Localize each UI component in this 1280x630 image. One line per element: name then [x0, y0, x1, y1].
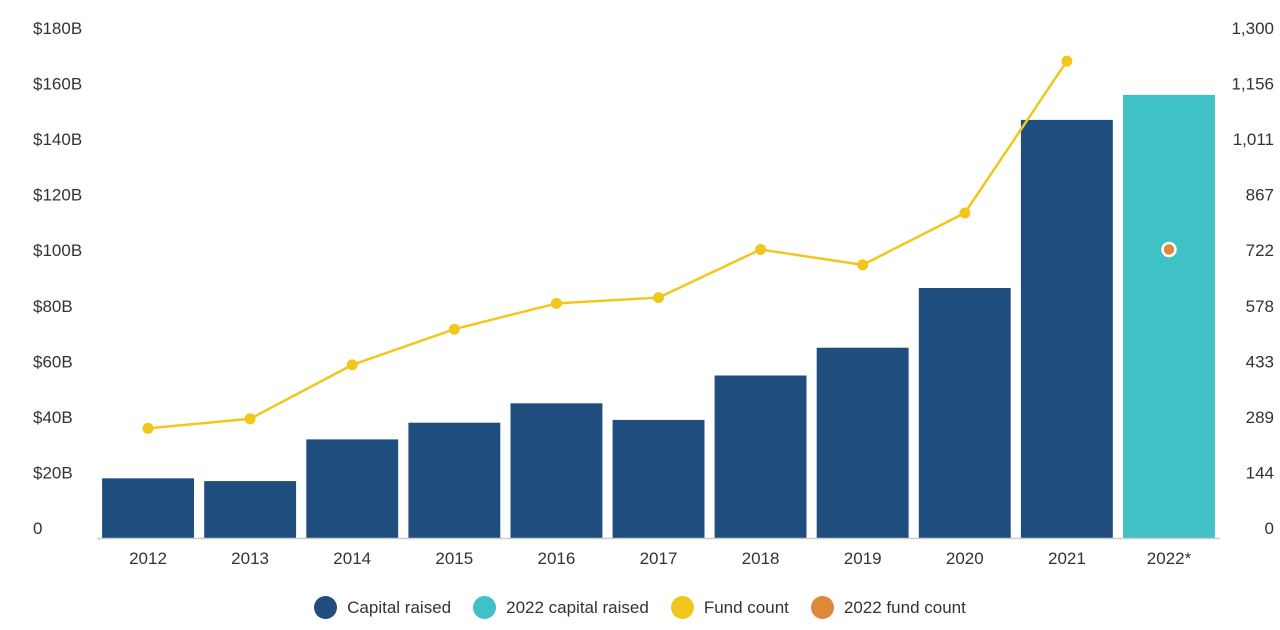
x-tick-label-2013: 2013	[231, 549, 269, 568]
y-right-tick-label: 1,300	[1231, 19, 1274, 38]
bar-2021	[1020, 119, 1113, 539]
bars-layer	[102, 94, 1215, 539]
x-tick-label-2021: 2021	[1048, 549, 1086, 568]
bar-2022*	[1123, 94, 1215, 539]
legend: Capital raised 2022 capital raised Fund co…	[0, 596, 1280, 619]
chart-svg: 0 $20B $40B $60B $80B $100B $120B $140B $160B $18…	[33, 19, 1274, 568]
y-left-tick-label: 0	[33, 519, 42, 538]
fund-count-point-2017	[653, 292, 664, 304]
ticks-layer: 0 $20B $40B $60B $80B $100B $120B $140B $160B $18…	[33, 19, 1274, 568]
legend-item-2: Fund count	[670, 596, 789, 619]
y-left-tick-label: $180B	[33, 19, 82, 38]
legend-item-1: 2022 capital raised	[473, 596, 649, 619]
fund-count-point-2014	[346, 359, 358, 371]
legend-swatch	[314, 596, 338, 619]
x-tick-label-2015: 2015	[435, 549, 473, 568]
fund-count-point-2013	[244, 413, 256, 425]
legend-swatch	[473, 596, 497, 619]
bar-2015	[408, 422, 501, 538]
x-tick-label-2019: 2019	[844, 549, 882, 568]
x-tick-label-2022*: 2022*	[1147, 549, 1192, 568]
legend-label: 2022 capital raised	[506, 597, 649, 617]
y-right-tick-label: 289	[1246, 408, 1274, 427]
y-right-tick-label: 1,011	[1233, 130, 1274, 149]
fund-count-point-2016	[550, 297, 562, 309]
x-tick-label-2017: 2017	[640, 549, 678, 568]
legend-swatch	[810, 596, 834, 619]
fund-count-line	[147, 60, 1068, 430]
legend-label: Capital raised	[347, 597, 452, 617]
legend-swatch	[670, 596, 694, 619]
line-layer	[142, 55, 1177, 434]
y-left-tick-label: $160B	[33, 75, 82, 94]
y-right-tick-label: 578	[1246, 297, 1274, 316]
y-right-tick-label: 144	[1246, 463, 1274, 482]
legend-label: 2022 fund count	[843, 597, 966, 617]
fund-count-2022-point	[1161, 241, 1177, 258]
y-left-tick-label: $40B	[33, 408, 73, 427]
y-left-tick-label: $100B	[33, 241, 82, 260]
bar-2014	[306, 439, 399, 538]
bar-2019	[816, 347, 909, 538]
legend-item-0: Capital raised	[314, 596, 451, 619]
fund-count-point-2012	[142, 422, 154, 434]
fund-count-point-2019	[857, 259, 869, 271]
y-right-tick-label: 0	[1265, 519, 1274, 538]
fund-count-point-2018	[755, 244, 767, 255]
y-left-tick-label: $80B	[33, 297, 73, 316]
y-left-tick-label: $60B	[33, 352, 73, 371]
bar-2018	[714, 375, 807, 538]
y-right-tick-label: 1,156	[1231, 75, 1274, 94]
y-left-tick-label: $20B	[33, 463, 73, 482]
y-right-tick-label: 433	[1246, 352, 1274, 371]
y-left-tick-label: $140B	[33, 130, 82, 149]
x-tick-label-2012: 2012	[129, 549, 167, 568]
bar-2017	[612, 419, 705, 538]
x-tick-label-2018: 2018	[742, 549, 780, 568]
fund-count-point-2015	[448, 323, 460, 335]
y-right-tick-label: 867	[1246, 186, 1274, 205]
bar-2012	[102, 478, 194, 538]
x-tick-label-2014: 2014	[333, 549, 371, 568]
fund-count-point-2020	[959, 207, 971, 219]
y-right-tick-label: 722	[1246, 241, 1274, 260]
x-tick-label-2016: 2016	[537, 549, 575, 568]
legend-label: Fund count	[703, 597, 789, 617]
legend-item-3: 2022 fund count	[810, 596, 966, 619]
fund-count-point-2021	[1061, 55, 1073, 67]
bar-2020	[918, 288, 1011, 538]
bar-2013	[204, 481, 297, 538]
x-tick-label-2020: 2020	[946, 549, 984, 568]
bar-2016	[510, 403, 603, 538]
y-left-tick-label: $120B	[33, 186, 82, 205]
